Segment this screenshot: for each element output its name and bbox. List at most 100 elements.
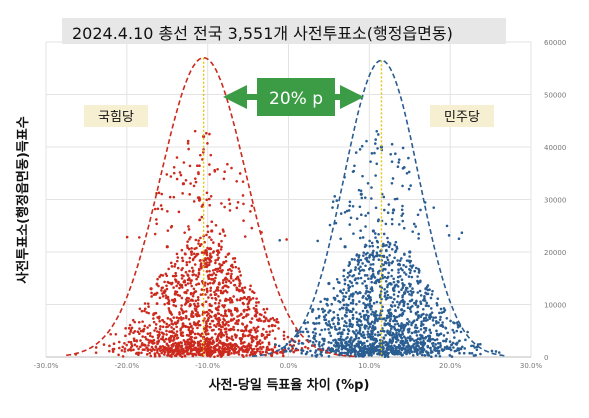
chart-title: 2024.4.10 총선 전국 3,551개 사전투표소(행정읍면동) — [72, 24, 453, 43]
scatter-point — [322, 342, 325, 346]
scatter-point — [198, 244, 202, 248]
scatter-point — [235, 206, 239, 210]
scatter-point — [208, 281, 212, 285]
gap-label-box — [257, 78, 335, 116]
scatter-point — [455, 329, 459, 333]
scatter-point — [267, 348, 271, 352]
scatter-point — [310, 354, 314, 357]
scatter-point — [366, 303, 370, 307]
scatter-point — [363, 353, 366, 356]
scatter-point — [343, 320, 347, 323]
scatter-point — [206, 354, 209, 358]
scatter-point — [248, 295, 251, 299]
scatter-point — [389, 329, 392, 333]
scatter-point — [285, 238, 288, 241]
scatter-point — [385, 342, 389, 346]
series-1-point-4 — [343, 245, 347, 249]
scatter-point — [214, 332, 217, 336]
scatter-point — [229, 318, 233, 322]
scatter-point — [400, 339, 403, 343]
scatter-point — [374, 138, 377, 141]
scatter-point — [158, 275, 161, 279]
scatter-point — [361, 342, 364, 346]
scatter-point — [138, 327, 141, 330]
scatter-point — [400, 288, 403, 291]
scatter-point — [167, 267, 170, 271]
scatter-point — [174, 344, 178, 348]
scatter-point — [206, 348, 210, 352]
scatter-point — [393, 304, 397, 307]
scatter-point — [369, 298, 373, 302]
scatter-point — [363, 274, 367, 277]
scatter-point — [362, 301, 365, 305]
scatter-point — [404, 265, 408, 269]
scatter-point — [252, 306, 256, 310]
scatter-point — [358, 269, 362, 273]
scatter-point — [221, 347, 225, 351]
scatter-point — [258, 317, 261, 321]
scatter-point — [242, 335, 245, 338]
scatter-point — [230, 298, 234, 302]
scatter-point — [403, 292, 406, 296]
scatter-point — [411, 230, 414, 233]
scatter-point — [203, 351, 206, 354]
reference-lines — [202, 57, 383, 357]
scatter-point — [215, 317, 219, 321]
scatter-point — [194, 308, 198, 311]
legend-box-series-0 — [84, 105, 148, 127]
scatter-point — [419, 300, 422, 303]
scatter-point — [352, 331, 356, 334]
scatter-point — [206, 246, 209, 250]
scatter-point — [399, 351, 403, 355]
scatter-point — [209, 350, 213, 353]
scatter-point — [230, 272, 233, 276]
scatter-point — [228, 209, 232, 212]
series-0-point-13 — [173, 292, 177, 296]
scatter-point — [130, 344, 134, 348]
scatter-point — [189, 182, 192, 185]
scatter-point — [120, 349, 124, 352]
scatter-point — [293, 340, 296, 343]
scatter-point — [179, 316, 183, 319]
scatter-point — [351, 284, 354, 288]
scatter-point — [413, 301, 416, 305]
scatter-point — [236, 298, 239, 302]
scatter-point — [186, 274, 190, 277]
scatter-point — [255, 301, 258, 304]
scatter-point — [157, 340, 160, 343]
scatter-point — [237, 267, 241, 270]
scatter-point — [155, 282, 159, 286]
scatter-point — [223, 205, 226, 209]
scatter-point — [217, 302, 221, 305]
scatter-point — [218, 299, 222, 302]
scatter-point — [262, 308, 266, 311]
scatter-point — [358, 290, 362, 294]
scatter-point — [439, 307, 443, 311]
scatter-point — [156, 342, 159, 346]
scatter-point — [374, 340, 377, 344]
scatter-point — [372, 338, 376, 342]
scatter-point — [374, 347, 377, 351]
scatter-point — [470, 344, 473, 348]
scatter-point — [357, 256, 361, 259]
scatter-point — [126, 349, 130, 352]
scatter-point — [217, 251, 221, 254]
scatter-point — [205, 310, 209, 314]
scatter-point — [208, 314, 212, 318]
scatter-point — [156, 333, 160, 337]
scatter-point — [385, 290, 389, 293]
scatter-point — [204, 333, 208, 336]
scatter-point — [273, 337, 277, 340]
scatter-point — [176, 336, 180, 340]
scatter-point — [394, 340, 398, 344]
scatter-point — [229, 281, 233, 284]
scatter-point — [404, 349, 408, 353]
scatter-point — [413, 326, 417, 329]
scatter-point — [214, 259, 217, 262]
scatter-point — [420, 313, 424, 317]
scatter-point — [172, 303, 175, 307]
scatter-point — [336, 313, 340, 317]
scatter-point — [214, 313, 217, 317]
scatter-point — [362, 294, 365, 298]
